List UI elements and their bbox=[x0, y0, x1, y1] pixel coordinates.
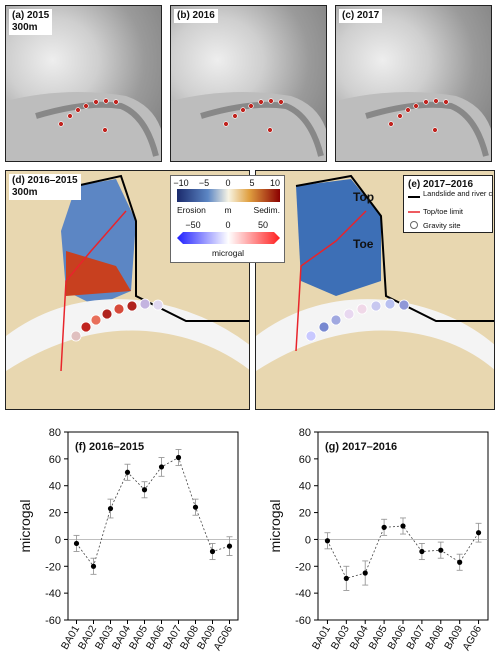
data-point bbox=[141, 487, 148, 493]
svg-text:0: 0 bbox=[225, 220, 230, 230]
colorbar-microgal-unit: microgal bbox=[212, 248, 244, 258]
data-point bbox=[209, 548, 216, 555]
panel-e-label: (e) 2017–2016 bbox=[408, 179, 473, 190]
colorbar-m-right: Sedim. bbox=[254, 205, 280, 215]
difference-map-2017-2016: Top Toe bbox=[255, 170, 495, 410]
y-tick-label: 60 bbox=[49, 454, 61, 466]
panel-d-label: (d) 2016–2015 300m bbox=[9, 174, 81, 200]
y-axis-label: microgal bbox=[267, 500, 283, 553]
chart-title: (g) 2017–2016 bbox=[325, 441, 397, 453]
x-tick-label: BA05 bbox=[366, 623, 389, 651]
data-point bbox=[475, 530, 482, 536]
colorbar-m-unit: m bbox=[224, 205, 231, 215]
y-tick-label: -20 bbox=[295, 561, 311, 573]
difference-map-e: Top Toe bbox=[256, 171, 494, 409]
data-point bbox=[343, 575, 349, 581]
map-panel-2017: (c) 2017 bbox=[335, 5, 492, 162]
colorbar-microgal-ticks: −50 0 50 bbox=[185, 220, 268, 230]
data-point bbox=[457, 559, 463, 565]
data-point bbox=[90, 563, 97, 569]
y-tick-label: -60 bbox=[45, 615, 61, 627]
svg-text:10: 10 bbox=[270, 178, 280, 188]
svg-text:50: 50 bbox=[258, 220, 268, 230]
data-point bbox=[438, 547, 444, 553]
data-point bbox=[362, 570, 368, 576]
data-point bbox=[124, 469, 131, 475]
y-tick-label: 20 bbox=[299, 508, 311, 520]
x-tick-label: BA03 bbox=[329, 623, 352, 651]
legend-contour-label: Landslide and river contour bbox=[423, 189, 493, 198]
y-tick-label: -40 bbox=[295, 588, 311, 600]
y-tick-label: 80 bbox=[49, 427, 61, 439]
y-tick-label: 20 bbox=[49, 508, 61, 520]
y-tick-label: 80 bbox=[299, 427, 311, 439]
svg-text:5: 5 bbox=[249, 178, 254, 188]
data-point bbox=[381, 524, 387, 530]
svg-text:0: 0 bbox=[225, 178, 230, 188]
data-point bbox=[400, 523, 406, 529]
y-tick-label: 40 bbox=[49, 481, 61, 493]
map-panel-2015: (a) 2015 300m bbox=[5, 5, 162, 162]
colorbar-box: −10 −5 0 5 10 Erosion m Sedim. −50 0 50 … bbox=[170, 175, 285, 263]
legend-limit-label: Top/toe limit bbox=[423, 207, 464, 216]
map-panel-2016: (b) 2016 bbox=[170, 5, 327, 162]
x-tick-label: BA01 bbox=[310, 623, 333, 651]
y-tick-label: 60 bbox=[299, 454, 311, 466]
colorbar-m-left: Erosion bbox=[177, 205, 206, 215]
x-tick-label: BA04 bbox=[348, 623, 371, 651]
y-tick-label: -60 bbox=[295, 615, 311, 627]
colorbar-m bbox=[177, 189, 280, 202]
legend-site-marker bbox=[410, 221, 418, 229]
legend-site-label: Gravity site bbox=[423, 221, 461, 230]
y-axis-label: microgal bbox=[17, 500, 33, 553]
y-tick-label: 0 bbox=[55, 534, 61, 546]
chart-g: -60 -40 -20 0 20 40 60 80 microgal (g) 2017–2016 B… bbox=[267, 427, 489, 653]
data-point bbox=[192, 504, 199, 510]
data-point bbox=[226, 543, 233, 549]
colorbar-m-ticks: −10 −5 0 5 10 bbox=[173, 178, 280, 188]
plot-frame bbox=[67, 431, 239, 621]
data-point bbox=[73, 540, 80, 547]
data-point bbox=[324, 538, 331, 544]
panel-b-label: (b) 2016 bbox=[174, 9, 218, 23]
chart-title: (f) 2016–2015 bbox=[75, 441, 144, 453]
data-point bbox=[158, 464, 165, 470]
panel-c-label: (c) 2017 bbox=[339, 9, 383, 23]
data-point bbox=[175, 454, 182, 461]
legend-box: (e) 2017–2016 Landslide and river contou… bbox=[403, 175, 493, 233]
data-point bbox=[107, 505, 114, 512]
series-line bbox=[327, 525, 479, 579]
hillshade-2017 bbox=[336, 92, 491, 161]
hillshade-2016 bbox=[171, 92, 326, 161]
x-tick-label: AG06 bbox=[460, 623, 484, 652]
toe-label: Toe bbox=[353, 237, 374, 251]
x-tick-label: BA07 bbox=[404, 623, 427, 651]
y-tick-label: -40 bbox=[45, 588, 61, 600]
svg-text:−10: −10 bbox=[173, 178, 188, 188]
top-label: Top bbox=[353, 190, 374, 204]
x-tick-label: BA06 bbox=[385, 623, 408, 651]
svg-text:−50: −50 bbox=[185, 220, 200, 230]
x-tick-label: BA08 bbox=[423, 623, 446, 651]
panel-a-label: (a) 2015 300m bbox=[9, 9, 53, 35]
series-line bbox=[76, 456, 230, 568]
data-point bbox=[419, 548, 425, 555]
svg-text:−5: −5 bbox=[199, 178, 209, 188]
hillshade-2015 bbox=[6, 92, 161, 161]
y-tick-label: 40 bbox=[299, 481, 311, 493]
colorbar-microgal bbox=[177, 232, 280, 244]
y-tick-label: -20 bbox=[45, 561, 61, 573]
y-tick-label: 0 bbox=[305, 534, 311, 546]
